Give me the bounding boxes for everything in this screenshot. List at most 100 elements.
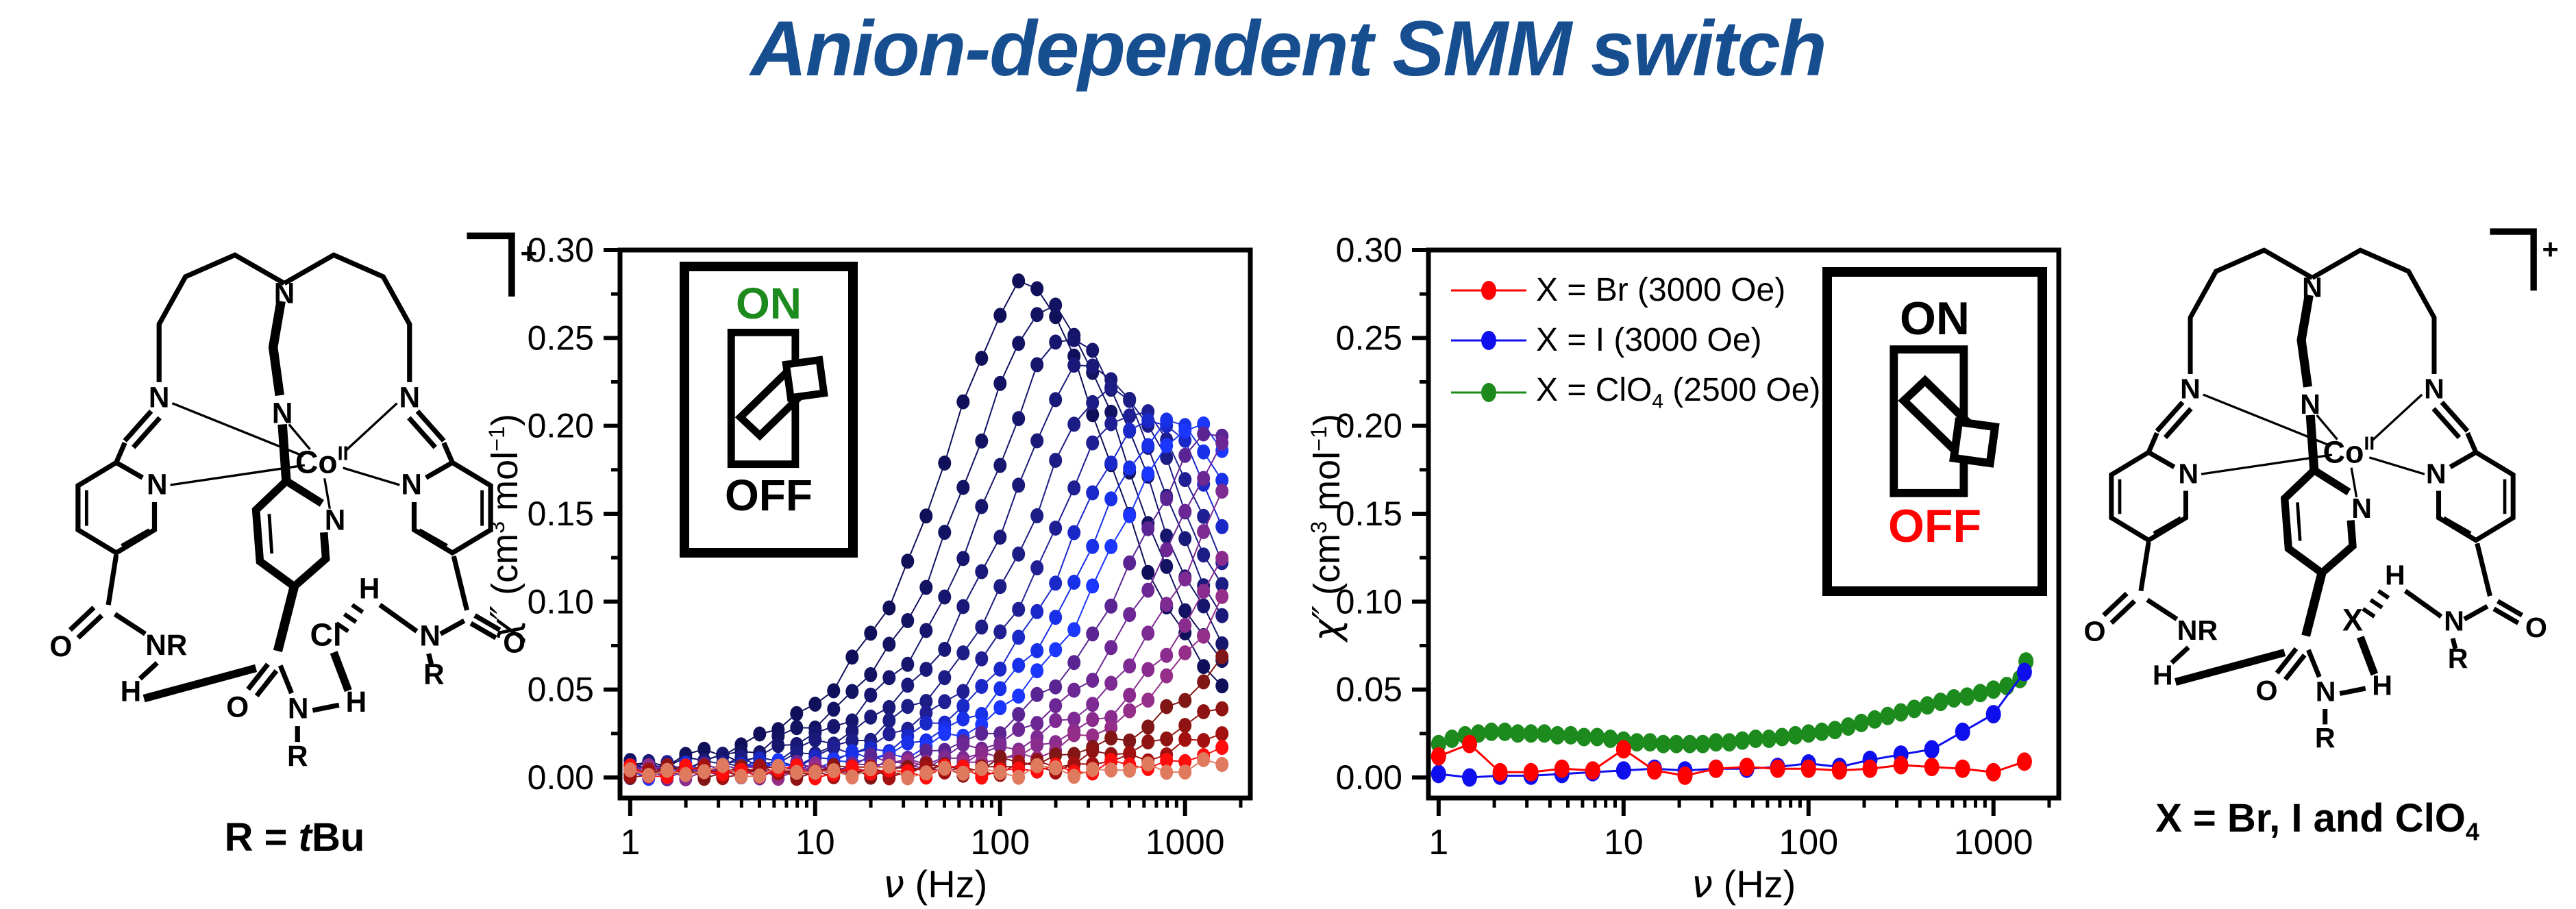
data-series — [1431, 734, 2032, 785]
legend-marker-icon — [1451, 382, 1526, 402]
right-structure-panel: + N N N N CoII N N — [2059, 202, 2576, 847]
atom-label-r-bottom: R — [2315, 722, 2336, 754]
nr-right-bond — [426, 653, 434, 665]
atom-label-n-right: N — [399, 381, 421, 413]
chart-legend: X = Br (3000 Oe) X = I (3000 Oe) X = ClO4 … — [1451, 271, 1820, 414]
front-ring-stem — [2305, 414, 2319, 471]
x-tick-label: 100 — [970, 823, 1030, 862]
anion-label: Cl — [310, 617, 342, 653]
central-nh-bond — [312, 702, 340, 713]
cage-arm-left — [156, 252, 286, 382]
right-chart-x-axis-title: ν (Hz) — [1691, 862, 1796, 907]
atom-label-r-amide-right: R — [423, 658, 445, 690]
cage-arm-right — [283, 252, 412, 382]
atom-label-r-amide-right: R — [2448, 643, 2468, 674]
legend-label: X = ClO4 (2500 Oe) — [1536, 372, 1821, 413]
central-cn-bond — [277, 664, 294, 695]
pyridine-ring-right — [411, 460, 493, 556]
bond-co-ninner — [2316, 414, 2338, 440]
atom-label-n-inner: N — [272, 397, 293, 429]
y-tick-label: 0.05 — [528, 671, 594, 709]
right-amide-ring-bond — [451, 556, 469, 611]
atom-label-o-central: O — [2255, 675, 2277, 706]
bold-wedge-anion-h — [330, 651, 352, 693]
hash-wedge-1 — [335, 621, 350, 634]
cage-arm-center-bold — [268, 300, 286, 397]
legend-item-2: X = I (3000 Oe) — [1451, 321, 1820, 359]
pyridine-ring-front — [2280, 465, 2357, 578]
switch-off-label: OFF — [1888, 500, 1981, 553]
left-co-double-1 — [2109, 599, 2136, 625]
central-cn-bond — [2306, 649, 2322, 678]
pyridine-right-doublebond-2 — [419, 528, 448, 547]
bond-co-nright — [345, 402, 398, 452]
y-tick-label: 0.00 — [528, 758, 594, 797]
pyridine-ring-left — [75, 460, 158, 556]
left-chart-y-axis-title: χ″ (cm3 mol−1) — [483, 413, 526, 642]
charge-bracket — [2490, 228, 2537, 291]
right-switch-inset: ON OFF — [1822, 267, 2047, 596]
left-ac-susceptibility-chart: 0.00 0.05 0.10 0.15 0.20 0.25 0.30 1 10 100 1000 — [528, 231, 1253, 862]
x-tick-label: 10 — [795, 823, 835, 862]
central-co-double-1 — [2275, 647, 2299, 675]
right-co-double-2 — [473, 613, 501, 632]
atom-label-n-amide-right: N — [419, 620, 441, 652]
x-tick-label: 1 — [620, 823, 640, 862]
atom-label-nr-left: NR — [2177, 614, 2218, 646]
switch-off-label: OFF — [725, 471, 813, 521]
atom-label-n-pyright: N — [2426, 458, 2447, 489]
x-tick-label: 1 — [1428, 823, 1448, 862]
bond-co-npyfront — [2350, 467, 2358, 498]
central-co-double-2 — [2283, 653, 2307, 682]
atom-label-n-bottom: N — [2316, 676, 2336, 708]
bold-wedge-anion-h — [2356, 636, 2379, 676]
toggle-switch-off-icon — [1890, 345, 2000, 498]
atom-label-n-pyleft: N — [147, 468, 168, 500]
data-series — [623, 752, 1229, 786]
switch-on-label: ON — [1900, 292, 1970, 345]
legend-item-3: X = ClO4 (2500 Oe) — [1451, 371, 1820, 414]
toggle-switch-on-icon — [727, 329, 828, 469]
pyridine-left-doublebond-2 — [121, 528, 150, 547]
bold-wedge-h-carbonyl — [143, 664, 258, 703]
atom-label-cobalt: CoII — [295, 443, 349, 480]
imine-left-1 — [2155, 400, 2185, 433]
right-structure-diagram: + N N N N CoII N N — [2059, 202, 2576, 783]
x-tick-label: 1000 — [1954, 823, 2033, 862]
y-tick-label: 0.05 — [1336, 671, 1402, 709]
hash-wedge-3 — [351, 603, 364, 614]
pyridine-ring-front — [251, 475, 330, 592]
pyridine-front-doublebond — [2296, 502, 2302, 541]
atom-label-o-left: O — [49, 630, 72, 662]
y-tick-label: 0.15 — [1336, 495, 1402, 533]
left-chart-x-axis-title: ν (Hz) — [882, 862, 988, 907]
atom-label-n-pyfront: N — [2351, 493, 2372, 524]
hash-wedge-1 — [2362, 607, 2376, 619]
x-tick-label: 100 — [1779, 823, 1838, 862]
left-structure-caption: R = tBu — [224, 815, 365, 860]
imine-right-3 — [441, 441, 455, 464]
y-tick-label: 0.10 — [528, 582, 594, 621]
atom-label-n-top: N — [2302, 272, 2323, 303]
atom-label-o-right: O — [503, 626, 525, 658]
legend-marker-icon — [1451, 280, 1526, 300]
data-series — [1431, 652, 2034, 754]
atom-label-h-top: H — [2385, 559, 2405, 590]
nc-right-bond — [2463, 604, 2489, 621]
anion-label: X — [2342, 603, 2363, 638]
imine-right-3 — [2465, 432, 2479, 453]
y-tick-label: 0.10 — [1336, 582, 1402, 621]
y-tick-label: 0.30 — [1336, 231, 1402, 269]
imine-left-2 — [2163, 407, 2193, 440]
left-amide-ring-bond — [106, 554, 119, 606]
right-chart-y-axis-title: χ″ (cm3 mol−1) — [1305, 413, 1348, 642]
left-co-double-2 — [68, 606, 96, 632]
imine-right-2 — [407, 416, 438, 449]
imine-right-1 — [415, 409, 446, 443]
right-ac-susceptibility-chart: 0.00 0.05 0.10 0.15 0.20 0.25 0.30 1 10 100 1000 — [1336, 231, 2061, 862]
bold-wedge-h-carbonyl — [2175, 649, 2286, 686]
nc-right-bond — [439, 619, 466, 636]
right-structure-caption: X = Br, I and ClO4 — [2155, 796, 2479, 846]
atom-label-nr-left: NR — [145, 629, 187, 661]
axes: 0.00 0.05 0.10 0.15 0.20 0.25 0.30 1 10 100 1000 — [528, 231, 1253, 862]
